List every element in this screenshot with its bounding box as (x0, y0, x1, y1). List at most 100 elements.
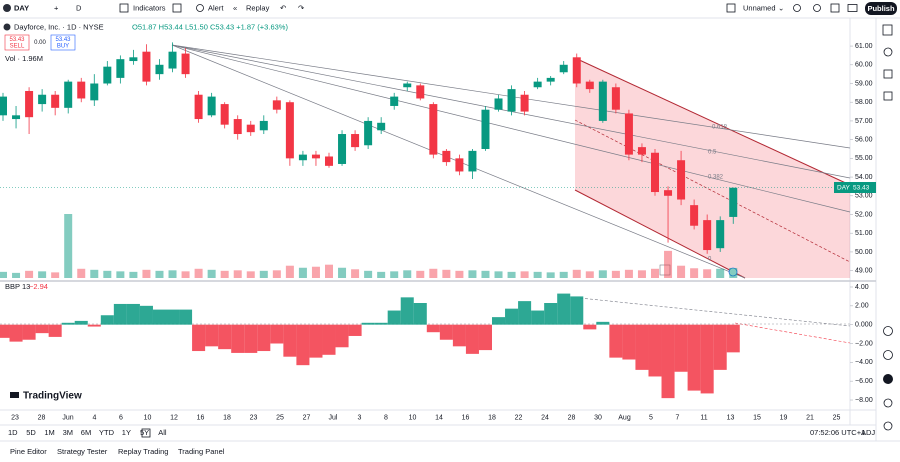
bbp-bar (478, 324, 492, 351)
candle-body (481, 109, 490, 149)
candle-body (351, 134, 360, 148)
bbp-bar (557, 293, 571, 325)
y-tick-label: 2.00 (855, 303, 869, 310)
bbp-bar (713, 324, 727, 370)
notifications-icon[interactable] (883, 374, 893, 384)
interval[interactable]: D (76, 3, 82, 12)
fullscreen-icon[interactable] (830, 3, 840, 13)
price-tag-value: 53.43 (853, 185, 870, 192)
y-tick-label: 4.00 (855, 284, 869, 291)
legend-title: Dayforce, Inc. · 1D · NYSE (14, 22, 104, 31)
candle-body (142, 51, 151, 82)
range-button[interactable]: All (158, 428, 167, 437)
bbp-bar (296, 324, 310, 366)
candle-body (233, 119, 242, 135)
bbp-bar (518, 301, 532, 325)
sell-label: SELL (10, 44, 25, 50)
logo: TradingView (10, 391, 82, 402)
volume-bar (12, 272, 21, 278)
adj-toggle[interactable]: ADJ (861, 428, 875, 437)
date-range-icon[interactable] (141, 428, 151, 438)
templates-icon[interactable] (172, 3, 182, 13)
symbol[interactable]: DAY (14, 3, 29, 12)
candle-body (12, 115, 21, 120)
replay-button[interactable]: Replay (246, 3, 270, 12)
bell-icon[interactable] (883, 398, 893, 408)
publish-bg[interactable] (865, 2, 897, 15)
candle-body (0, 96, 7, 116)
bbp-bar (126, 303, 140, 325)
x-tick-label: 16 (197, 414, 205, 421)
chat-icon[interactable] (883, 350, 893, 360)
search-icon[interactable] (793, 4, 801, 12)
snapshot-icon[interactable] (847, 4, 858, 12)
x-tick-label: 10 (409, 414, 417, 421)
undo[interactable]: ↶ (280, 3, 287, 12)
footer-tab[interactable]: Replay Trading (118, 447, 168, 456)
candle-body (103, 66, 112, 84)
candle-body (585, 81, 594, 90)
volume-bar (533, 271, 542, 278)
calendar-icon[interactable] (883, 91, 893, 101)
candle-body (155, 64, 164, 75)
bbp-bar (544, 303, 558, 325)
bbp-bar (361, 322, 375, 325)
ideas-icon[interactable] (883, 326, 893, 336)
bbp-bar (726, 324, 740, 353)
footer-tab[interactable]: Pine Editor (10, 447, 47, 456)
publish-button[interactable]: Publish (867, 4, 895, 13)
earnings-marker[interactable] (659, 264, 671, 276)
candle-body (77, 81, 86, 99)
bbp-bar (192, 324, 206, 352)
layers-icon[interactable] (883, 69, 893, 79)
logo-text: TradingView (23, 391, 82, 402)
range-button[interactable]: 1Y (122, 428, 131, 437)
candle-body (429, 104, 438, 155)
help-icon[interactable] (883, 421, 893, 431)
top-toolbar: DAY + D Indicators Alert « Replay ↶ ↷ Un… (0, 2, 900, 19)
alerts-icon[interactable] (883, 47, 893, 57)
bbp-bar (374, 322, 388, 325)
range-button[interactable]: 5D (26, 428, 36, 437)
sell-button[interactable] (4, 34, 30, 51)
alert-button[interactable]: Alert (208, 3, 224, 12)
candle-body (664, 190, 673, 196)
range-button[interactable]: YTD (99, 428, 115, 437)
bbp-bar (152, 309, 166, 325)
alert-icon (196, 4, 204, 12)
range-button[interactable]: 1D (8, 428, 18, 437)
x-tick-label: 30 (594, 414, 602, 421)
volume-bar (494, 271, 503, 278)
redo[interactable]: ↷ (298, 3, 305, 12)
bbp-bar (0, 324, 10, 338)
bbp-bar (309, 324, 323, 358)
footer-tab[interactable]: Trading Panel (178, 447, 225, 456)
layout-name[interactable]: Unnamed (743, 3, 776, 12)
watchlist-icon[interactable] (882, 24, 893, 36)
footer-tab[interactable]: Strategy Tester (57, 447, 108, 456)
range-button[interactable]: 5Y (140, 428, 149, 437)
settings-icon[interactable] (813, 4, 821, 12)
x-tick-label: 22 (515, 414, 523, 421)
indicators-button[interactable]: Indicators (133, 3, 166, 12)
volume-bar (285, 265, 294, 278)
bbp-bar (322, 324, 336, 355)
layout-menu[interactable]: ⌄ (778, 3, 784, 12)
symbol-icon (3, 4, 11, 12)
volume-bar (311, 266, 320, 278)
range-button[interactable]: 3M (63, 428, 73, 437)
candle-body (364, 120, 373, 146)
layout-icon (726, 3, 736, 13)
range-button[interactable]: 1M (44, 428, 54, 437)
y-tick-label: −2.00 (855, 340, 873, 347)
bbp-bar (426, 324, 440, 333)
volume-bar (416, 270, 425, 278)
channel-lower (574, 189, 746, 279)
range-button[interactable]: 6M (81, 428, 91, 437)
x-tick-label: 7 (676, 414, 680, 421)
buy-price: 53.43 (55, 37, 71, 43)
buy-button[interactable] (50, 34, 76, 51)
volume-bar (25, 270, 34, 278)
add-symbol[interactable]: + (54, 3, 59, 12)
